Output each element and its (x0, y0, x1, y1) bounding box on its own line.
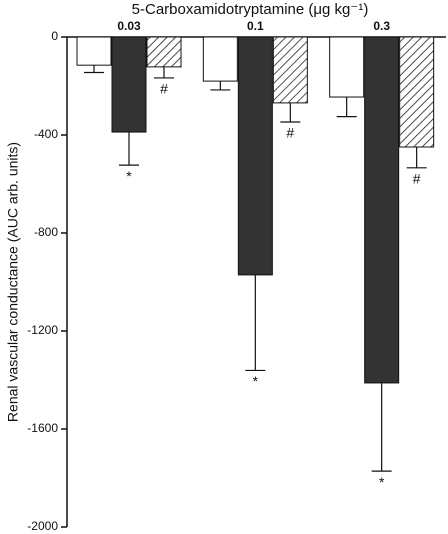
chart-title: 5-Carboxamidotryptamine (μg kg⁻¹) (132, 1, 369, 18)
error-bar (119, 132, 139, 166)
y-tick-label: -2000 (27, 519, 58, 533)
y-tick-label: -400 (34, 127, 58, 141)
bar (111, 36, 147, 133)
significance-label: * (126, 168, 132, 184)
bar (146, 36, 182, 68)
error-bar (336, 97, 357, 118)
y-tick-label: -800 (34, 225, 58, 239)
error-bar (406, 147, 427, 169)
bar (329, 36, 365, 98)
error-bar (210, 81, 231, 91)
bar (237, 36, 273, 276)
error-bar (280, 102, 301, 123)
bar (399, 36, 435, 148)
category-label: 0.1 (247, 19, 264, 33)
y-tick-label: -1200 (27, 323, 58, 337)
bar (364, 36, 400, 384)
significance-label: * (379, 474, 385, 490)
y-tick-label: -1600 (27, 421, 58, 435)
category-label: 0.3 (373, 19, 390, 33)
bar (202, 36, 238, 82)
error-bar (245, 274, 266, 372)
bar (272, 36, 308, 104)
significance-label: # (160, 81, 168, 97)
significance-label: * (253, 373, 259, 389)
error-bar (371, 382, 392, 472)
significance-label: # (286, 125, 294, 141)
y-axis-label: Renal vascular conductance (AUC arb. uni… (5, 142, 21, 422)
category-label: 0.03 (117, 19, 141, 33)
error-bar (84, 65, 104, 74)
error-bar (154, 66, 174, 79)
y-tick-label: 0 (51, 29, 58, 43)
bar (76, 36, 112, 66)
significance-label: # (413, 171, 421, 187)
